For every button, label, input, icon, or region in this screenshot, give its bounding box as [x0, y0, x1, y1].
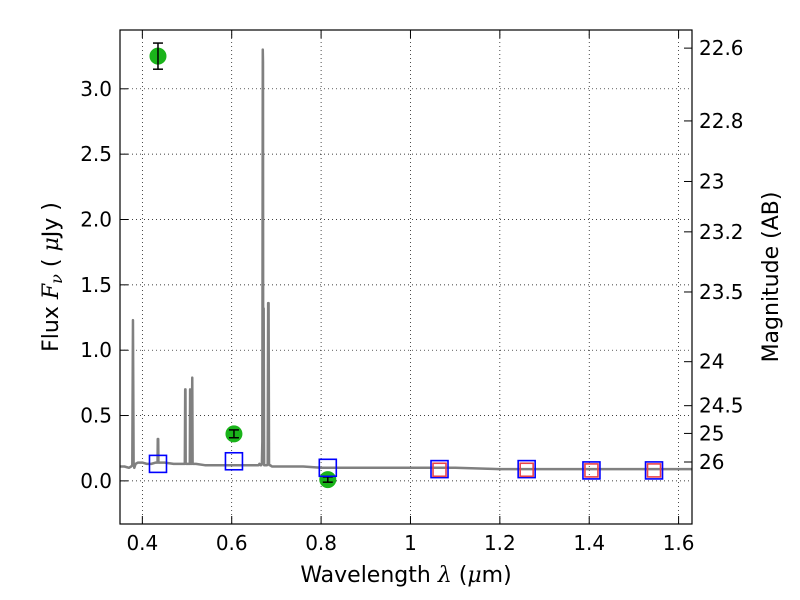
model-photometry-marker	[582, 461, 601, 480]
y-axis-label-unit-close: Jy )	[39, 202, 64, 239]
y2-tick-label: 24.5	[699, 394, 744, 418]
model-photometry-marker	[318, 458, 338, 478]
x-axis-label-unit-close: m)	[482, 563, 512, 588]
model-photometry-marker	[644, 461, 664, 480]
spectrum-line	[120, 48, 692, 471]
x-tick-label: 0.8	[305, 531, 337, 555]
x-tick-label: 1.6	[663, 531, 695, 555]
y-axis-label-unit-open: (	[39, 252, 64, 275]
y-tick-label: 2.5	[80, 142, 112, 166]
y2-axis-label: Magnitude (AB)	[759, 192, 784, 363]
model-photometry-marker	[430, 459, 449, 479]
y-axis-label: Flux Fν ( μJy )	[39, 202, 66, 352]
y2-tick-label: 26	[699, 450, 724, 474]
y-axis-label-symbol: F	[39, 283, 64, 300]
x-axis-label-unit-open: (	[452, 563, 468, 588]
model-photometry-inner-marker	[519, 462, 534, 478]
y2-tick-label: 25	[699, 421, 724, 445]
y2-tick-label: 23	[699, 169, 724, 193]
y2-tick-label: 23.5	[699, 280, 744, 304]
y-axis-label-prefix: Flux	[39, 299, 64, 352]
x-tick-label: 0.4	[126, 531, 158, 555]
x-axis-label-symbol: λ	[437, 563, 452, 588]
x-axis-label-prefix: Wavelength	[300, 563, 438, 588]
model-photometry-inner-marker	[432, 462, 447, 478]
y-axis-label-subscript: ν	[47, 274, 66, 284]
y2-tick-label: 23.2	[699, 220, 744, 244]
plot-area	[120, 42, 692, 489]
y2-tick-label: 24	[699, 350, 724, 374]
y-tick-label: 1.0	[80, 338, 112, 362]
model-photometry-marker	[148, 454, 168, 474]
model-photometry-inner-marker	[584, 463, 599, 478]
axis-ticks: 0.4 0.6 0.8 1 1.2 1.4 1.6 0.0 0.5 1.0 1.5 2.0 2.5 3.0…	[80, 30, 744, 555]
y-tick-label: 3.0	[80, 77, 112, 101]
x-tick-label: 1.2	[484, 531, 516, 555]
model-photometry-marker	[224, 451, 244, 471]
y-tick-label: 1.5	[80, 273, 112, 297]
y-tick-label: 2.0	[80, 207, 112, 231]
y2-tick-label: 22.8	[699, 109, 744, 133]
y-tick-label: 0.5	[80, 404, 112, 428]
x-tick-label: 0.6	[216, 531, 248, 555]
y-tick-label: 0.0	[80, 469, 112, 493]
x-tick-label: 1.4	[573, 531, 605, 555]
grid-lines	[120, 30, 692, 524]
x-axis-label-unit-symbol: μ	[467, 563, 481, 588]
model-photometry-inner-marker	[646, 463, 662, 478]
y-axis-label-unit-symbol: μ	[39, 237, 64, 251]
model-photometry-marker	[517, 459, 536, 479]
x-tick-label: 1	[404, 531, 417, 555]
y2-tick-label: 22.6	[699, 36, 744, 60]
plot-frame	[119, 29, 693, 525]
x-axis-label: Wavelength λ (μm)	[300, 563, 511, 588]
